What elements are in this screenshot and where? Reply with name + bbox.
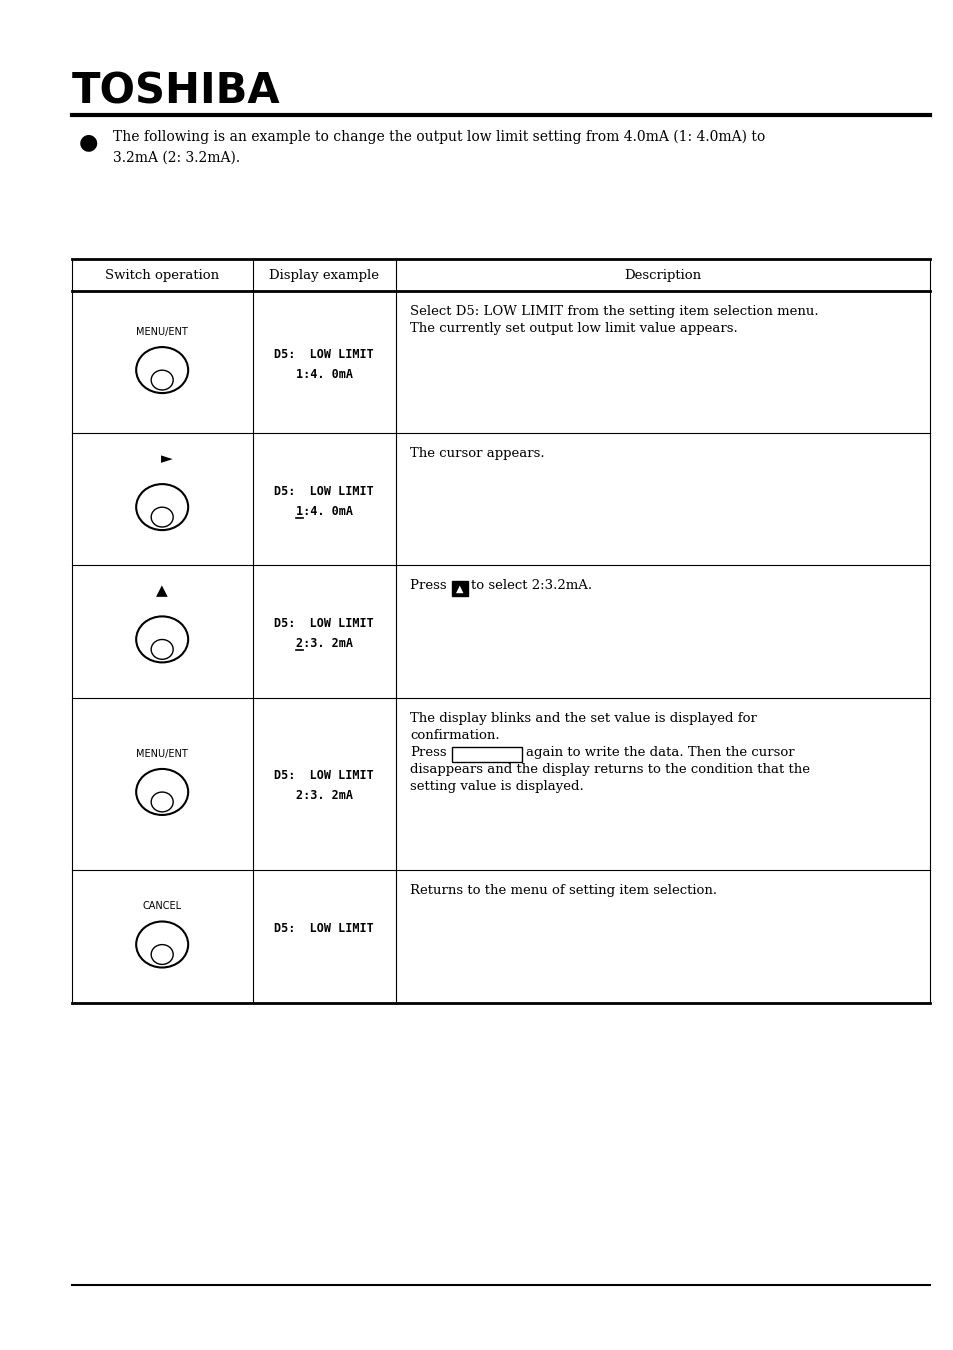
Text: 1:4. 0mA: 1:4. 0mA <box>295 505 353 517</box>
Text: Description: Description <box>624 269 700 282</box>
Text: confirmation.: confirmation. <box>410 729 499 741</box>
Text: ▲: ▲ <box>456 583 463 594</box>
Text: The display blinks and the set value is displayed for: The display blinks and the set value is … <box>410 711 756 725</box>
Text: MENU/ENT: MENU/ENT <box>136 749 188 759</box>
Text: TOSHIBA: TOSHIBA <box>71 70 280 112</box>
Text: 2:3. 2mA: 2:3. 2mA <box>295 637 353 649</box>
Bar <box>452 747 521 761</box>
Text: again to write the data. Then the cursor: again to write the data. Then the cursor <box>525 745 794 759</box>
Text: D5:  LOW LIMIT: D5: LOW LIMIT <box>274 922 374 936</box>
Text: D5:  LOW LIMIT: D5: LOW LIMIT <box>274 617 374 630</box>
Text: disappears and the display returns to the condition that the: disappears and the display returns to th… <box>410 763 809 775</box>
Text: 2:3. 2mA: 2:3. 2mA <box>295 790 353 802</box>
Text: Switch operation: Switch operation <box>105 269 219 282</box>
Text: to select 2:3.2mA.: to select 2:3.2mA. <box>471 579 592 593</box>
Text: Press: Press <box>410 745 446 759</box>
Text: CANCEL: CANCEL <box>142 902 182 911</box>
Text: Returns to the menu of setting item selection.: Returns to the menu of setting item sele… <box>410 884 717 898</box>
Text: ●: ● <box>79 132 98 153</box>
Text: The cursor appears.: The cursor appears. <box>410 447 544 460</box>
Text: setting value is displayed.: setting value is displayed. <box>410 779 583 792</box>
Text: D5:  LOW LIMIT: D5: LOW LIMIT <box>274 485 374 498</box>
Text: Display example: Display example <box>269 269 379 282</box>
Text: MENU/ENT: MENU/ENT <box>136 327 188 338</box>
Text: The currently set output low limit value appears.: The currently set output low limit value… <box>410 323 737 335</box>
Text: D5:  LOW LIMIT: D5: LOW LIMIT <box>274 347 374 360</box>
Text: ▲: ▲ <box>156 583 168 598</box>
Text: The following is an example to change the output low limit setting from 4.0mA (1: The following is an example to change th… <box>112 130 764 165</box>
Bar <box>452 582 467 597</box>
Text: Select D5: LOW LIMIT from the setting item selection menu.: Select D5: LOW LIMIT from the setting it… <box>410 305 818 319</box>
Text: 1:4. 0mA: 1:4. 0mA <box>295 367 353 381</box>
Text: ►: ► <box>161 451 172 466</box>
Text: Press: Press <box>410 579 451 593</box>
Text: D5:  LOW LIMIT: D5: LOW LIMIT <box>274 769 374 783</box>
